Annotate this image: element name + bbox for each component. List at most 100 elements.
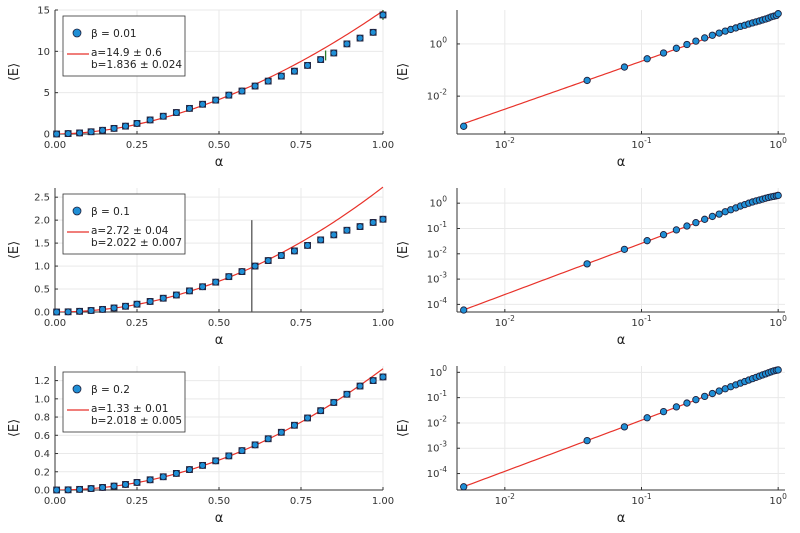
y-tick-exponent: -1 [440, 220, 448, 229]
x-tick-exponent: -1 [644, 136, 652, 145]
data-point [583, 76, 591, 85]
y-tick-exponent: -1 [440, 389, 448, 398]
data-point-overlay [277, 252, 285, 259]
data-point-overlay [225, 273, 233, 281]
legend-fit-b: b=2.022 ± 0.007 [91, 237, 182, 249]
data-point-overlay [291, 421, 298, 429]
legend: β = 0.2 a=1.33 ± 0.01b=2.018 ± 0.005 [62, 371, 186, 433]
data-point-overlay [64, 308, 72, 316]
x-axis-label: α [617, 155, 626, 170]
data-point-overlay [369, 219, 377, 226]
data-point [460, 122, 468, 130]
data-point-overlay [277, 428, 285, 436]
data-point-overlay [212, 96, 220, 104]
y-tick-label: 2.5 [34, 193, 50, 204]
data-point-overlay [122, 122, 129, 130]
data-point-overlay [343, 390, 351, 398]
chart-panel-1: 0.00 0.25 0.50 0.75 1.00 0 5 10 15 α ⟨E⟩ β = 0.01 a=… [7, 6, 394, 171]
x-tick-label: 10-2 [495, 136, 515, 151]
data-point-overlay [199, 100, 207, 108]
x-tick-label: 0.75 [290, 496, 312, 507]
data-point [620, 245, 629, 253]
y-axis-label: ⟨E⟩ [7, 63, 22, 81]
data-point-overlay [186, 287, 193, 295]
data-point [708, 212, 717, 221]
x-tick-label: 10-2 [495, 492, 515, 507]
y-tick-label: 1.2 [34, 376, 50, 387]
legend-fit-a: a=14.9 ± 0.6 [91, 47, 162, 59]
data-point-overlay [379, 215, 387, 223]
data-point-overlay [146, 476, 154, 484]
y-tick-label: 0.0 [34, 308, 50, 319]
data-point-overlay [146, 298, 154, 305]
x-axis-label: α [215, 333, 224, 348]
x-tick-exponent: -2 [507, 492, 515, 501]
data-point [460, 483, 468, 491]
data-point [643, 55, 651, 63]
x-tick-exponent: -1 [644, 314, 652, 323]
y-tick-exponent: -2 [440, 414, 448, 423]
x-tick-label: 0.50 [208, 496, 230, 507]
y-tick-exponent: -3 [440, 440, 448, 449]
data-point-overlay [317, 56, 325, 63]
data-point [583, 436, 591, 445]
data-point [620, 63, 629, 71]
y-tick-label: 5 [44, 88, 50, 99]
data-point [620, 423, 629, 431]
legend-box [62, 371, 186, 433]
data-point-overlay [110, 482, 118, 490]
data-point-overlay [356, 223, 364, 230]
data-point-overlay [238, 268, 246, 275]
data-point [701, 34, 709, 42]
y-axis-label: ⟨E⟩ [396, 419, 411, 437]
y-tick-label: 10-2 [427, 245, 447, 260]
y-tick-label: 10-2 [427, 414, 447, 429]
data-point-overlay [212, 278, 220, 286]
legend-fit-b: b=1.836 ± 0.024 [91, 59, 182, 71]
data-point-overlay [133, 300, 141, 308]
data-point [659, 49, 668, 57]
y-tick-label: 10-1 [427, 389, 447, 404]
y-tick-label: 0.2 [34, 467, 50, 478]
data-point-overlay [356, 34, 364, 42]
y-tick-label: 10-4 [427, 296, 447, 311]
y-tick-label: 2.0 [34, 216, 50, 227]
x-tick-label: 0.00 [44, 496, 66, 507]
legend-series-label: β = 0.2 [91, 384, 130, 396]
x-tick-exponent: 0 [782, 136, 787, 145]
data-point-overlay [122, 481, 129, 488]
data-point-overlay [172, 470, 180, 477]
data-point-overlay [199, 283, 207, 291]
data-point-overlay [172, 291, 180, 299]
x-tick-label: 1.00 [372, 318, 394, 329]
data-point-overlay [369, 28, 377, 36]
data-point [774, 10, 782, 18]
data-point-overlay [304, 242, 311, 249]
data-point-overlay [343, 40, 351, 48]
data-point-overlay [76, 485, 83, 493]
x-tick-exponent: -1 [644, 492, 652, 501]
y-tick-label: 0.4 [34, 449, 50, 460]
data-point [774, 366, 782, 374]
x-tick-exponent: -2 [507, 314, 515, 323]
data-point-overlay [304, 414, 311, 422]
x-tick-label: 100 [769, 136, 787, 151]
data-point-overlay [122, 302, 129, 310]
data-point [683, 399, 691, 407]
data-point-overlay [110, 304, 118, 312]
x-tick-exponent: -2 [507, 136, 515, 145]
data-point [708, 31, 717, 39]
data-point-overlay [146, 116, 154, 124]
data-point-overlay [99, 305, 106, 313]
x-tick-label: 1.00 [372, 496, 394, 507]
legend: β = 0.1 a=2.72 ± 0.04b=2.022 ± 0.007 [62, 193, 186, 255]
y-axis-label: ⟨E⟩ [7, 419, 22, 437]
data-point [708, 389, 717, 398]
x-tick-label: 10-1 [631, 136, 651, 151]
data-point [643, 414, 651, 422]
data-point [692, 37, 700, 45]
data-point [583, 260, 591, 268]
data-point-overlay [225, 91, 233, 99]
data-point [643, 237, 651, 245]
